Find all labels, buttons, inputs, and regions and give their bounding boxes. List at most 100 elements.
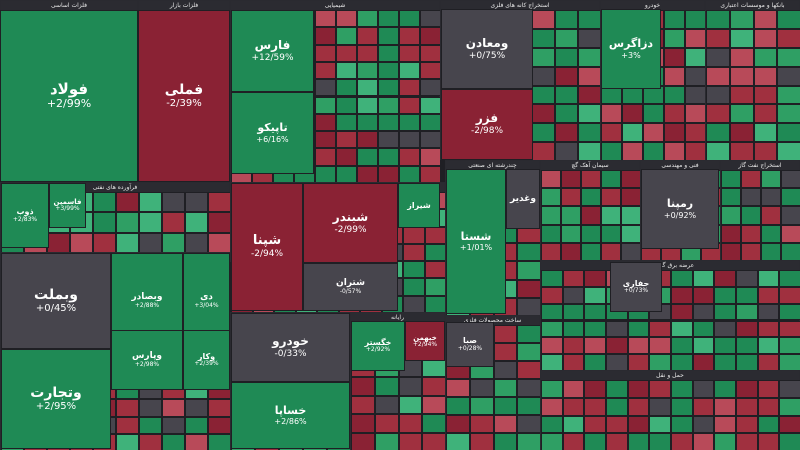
stock-cell[interactable] <box>781 224 800 243</box>
stock-cell[interactable] <box>532 85 556 105</box>
stock-cell[interactable] <box>714 270 736 287</box>
stock-cell[interactable] <box>555 10 579 29</box>
stock-cell[interactable] <box>562 286 585 304</box>
stock-cell[interactable] <box>664 47 685 67</box>
stock-cell[interactable] <box>555 104 579 124</box>
stock-cell[interactable] <box>601 123 622 143</box>
stock-cell[interactable] <box>606 397 628 416</box>
stock-cell[interactable] <box>185 192 208 213</box>
stock-cell[interactable] <box>562 380 585 398</box>
stock-cell[interactable] <box>627 320 650 338</box>
stock-tile[interactable]: وتجارت +2/95% <box>1 349 111 449</box>
stock-cell[interactable] <box>692 270 715 287</box>
stock-cell[interactable] <box>422 414 446 433</box>
stock-cell[interactable] <box>649 433 671 450</box>
stock-cell[interactable] <box>315 148 336 166</box>
stock-cell[interactable] <box>185 399 208 417</box>
stock-cell[interactable] <box>777 66 800 86</box>
stock-cell[interactable] <box>422 432 446 450</box>
stock-cell[interactable] <box>422 395 446 415</box>
stock-cell[interactable] <box>736 397 758 416</box>
stock-cell[interactable] <box>753 123 778 143</box>
stock-cell[interactable] <box>357 79 378 97</box>
stock-cell[interactable] <box>378 165 399 183</box>
stock-cell[interactable] <box>541 415 563 434</box>
stock-cell[interactable] <box>714 337 736 355</box>
stock-cell[interactable] <box>779 270 800 287</box>
stock-tile[interactable]: فملی -2/39% <box>138 10 230 182</box>
stock-cell[interactable] <box>562 303 585 321</box>
stock-cell[interactable] <box>606 337 628 355</box>
stock-cell[interactable] <box>777 10 800 29</box>
stock-cell[interactable] <box>692 320 715 338</box>
stock-cell[interactable] <box>93 232 116 253</box>
stock-cell[interactable] <box>622 123 643 143</box>
stock-cell[interactable] <box>584 270 606 287</box>
stock-cell[interactable] <box>399 27 420 45</box>
stock-tile[interactable]: وکار +2/39% <box>183 330 230 390</box>
stock-cell[interactable] <box>493 379 518 397</box>
stock-cell[interactable] <box>541 242 561 261</box>
stock-cell[interactable] <box>357 10 378 28</box>
stock-cell[interactable] <box>399 44 420 62</box>
stock-cell[interactable] <box>692 415 715 434</box>
stock-cell[interactable] <box>336 79 357 97</box>
stock-cell[interactable] <box>601 142 622 161</box>
stock-cell[interactable] <box>761 206 781 225</box>
stock-cell[interactable] <box>706 28 730 48</box>
stock-cell[interactable] <box>185 416 208 434</box>
stock-cell[interactable] <box>736 354 758 371</box>
stock-cell[interactable] <box>517 279 541 298</box>
stock-cell[interactable] <box>116 433 139 450</box>
stock-cell[interactable] <box>761 242 781 261</box>
stock-cell[interactable] <box>555 66 579 86</box>
stock-cell[interactable] <box>581 188 601 207</box>
stock-cell[interactable] <box>584 303 606 321</box>
stock-cell[interactable] <box>781 188 800 207</box>
stock-cell[interactable] <box>422 377 446 396</box>
stock-cell[interactable] <box>736 320 758 338</box>
stock-cell[interactable] <box>493 433 518 450</box>
stock-cell[interactable] <box>208 212 231 233</box>
stock-cell[interactable] <box>685 47 706 67</box>
stock-cell[interactable] <box>649 415 671 434</box>
stock-cell[interactable] <box>420 44 441 62</box>
stock-cell[interactable] <box>671 380 693 398</box>
stock-cell[interactable] <box>399 79 420 97</box>
stock-cell[interactable] <box>757 415 780 434</box>
stock-cell[interactable] <box>649 380 671 398</box>
stock-cell[interactable] <box>517 297 541 316</box>
stock-cell[interactable] <box>208 416 231 434</box>
stock-cell[interactable] <box>779 415 800 434</box>
stock-cell[interactable] <box>692 337 715 355</box>
stock-cell[interactable] <box>685 123 706 143</box>
stock-cell[interactable] <box>741 224 761 243</box>
stock-cell[interactable] <box>627 415 650 434</box>
stock-cell[interactable] <box>403 278 425 296</box>
stock-cell[interactable] <box>357 165 378 183</box>
stock-cell[interactable] <box>424 226 446 244</box>
stock-cell[interactable] <box>446 415 470 433</box>
stock-cell[interactable] <box>357 131 378 149</box>
stock-cell[interactable] <box>541 397 563 416</box>
stock-cell[interactable] <box>584 354 606 371</box>
stock-cell[interactable] <box>729 104 754 124</box>
stock-cell[interactable] <box>741 188 761 207</box>
stock-cell[interactable] <box>664 123 685 143</box>
stock-cell[interactable] <box>729 66 754 86</box>
stock-cell[interactable] <box>741 206 761 225</box>
stock-cell[interactable] <box>685 10 706 29</box>
stock-tile[interactable]: شپنا -2/94% <box>231 183 303 311</box>
stock-cell[interactable] <box>315 165 336 183</box>
stock-cell[interactable] <box>420 96 441 114</box>
stock-cell[interactable] <box>541 433 563 450</box>
stock-cell[interactable] <box>584 320 606 338</box>
stock-cell[interactable] <box>493 343 518 361</box>
stock-cell[interactable] <box>671 397 693 416</box>
stock-cell[interactable] <box>714 380 736 398</box>
stock-cell[interactable] <box>336 44 357 62</box>
stock-cell[interactable] <box>517 343 541 361</box>
stock-cell[interactable] <box>757 397 780 416</box>
stock-cell[interactable] <box>162 416 185 434</box>
stock-cell[interactable] <box>420 10 441 28</box>
